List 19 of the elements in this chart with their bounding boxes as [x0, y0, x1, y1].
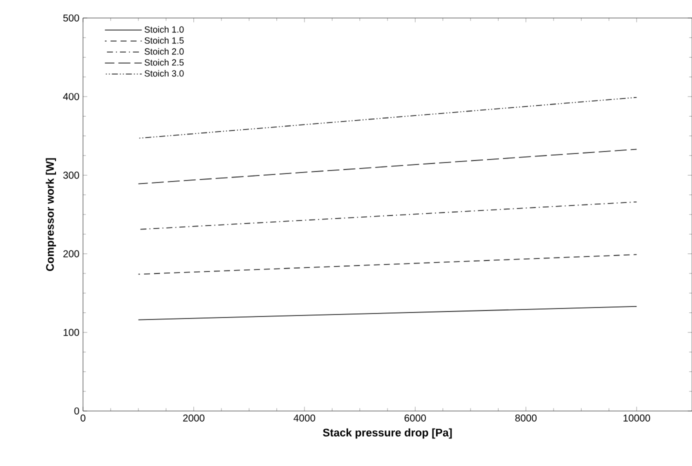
y-tick-label: 400 [63, 93, 80, 100]
y-tick-label: 500 [63, 14, 80, 22]
x-tick-label: 10000 [624, 414, 650, 422]
x-tick-label: 8000 [515, 414, 537, 422]
y-tick-label: 0 [74, 407, 80, 415]
x-tick-label: 2000 [183, 414, 204, 422]
x-tick-label: 0 [80, 414, 86, 422]
legend-label: Stoich 1.0 [144, 26, 184, 33]
x-tick-label: 4000 [294, 414, 316, 422]
y-axis-title: Compressor work [W] [46, 158, 56, 271]
y-tick-label: 300 [63, 172, 80, 179]
legend-label: Stoich 1.5 [144, 37, 184, 44]
x-axis-title: Stack pressure drop [Pa] [322, 428, 452, 439]
x-tick-label: 6000 [404, 414, 426, 422]
legend-label: Stoich 3.0 [144, 70, 184, 77]
y-tick-label: 200 [63, 250, 80, 258]
legend-label: Stoich 2.0 [144, 48, 184, 55]
y-tick-label: 100 [64, 328, 80, 336]
legend-label: Stoich 2.5 [144, 59, 184, 66]
